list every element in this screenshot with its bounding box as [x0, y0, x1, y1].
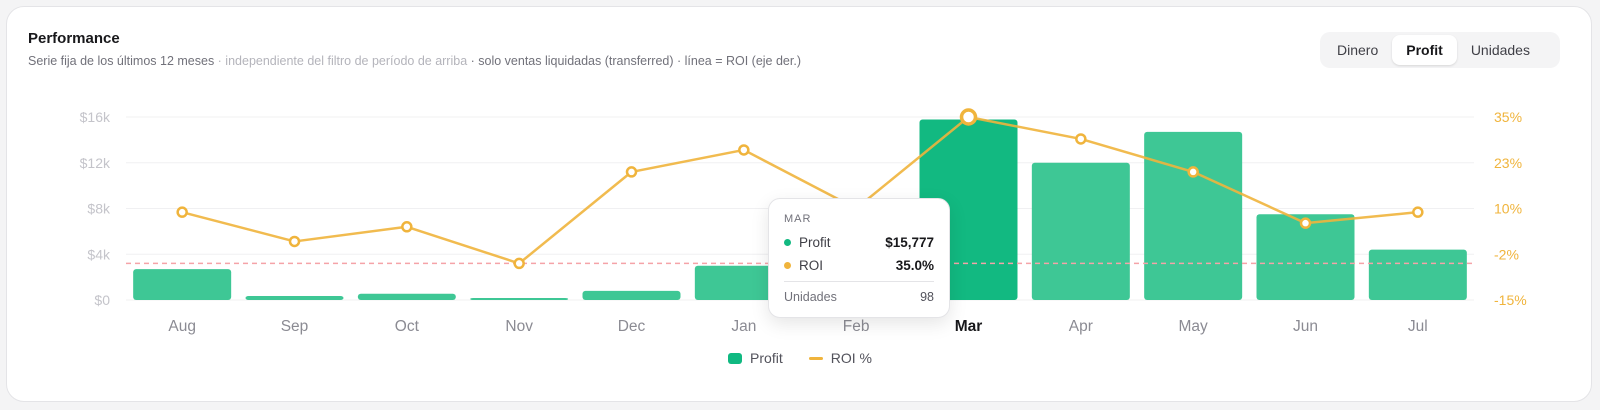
subtitle-part-a: Serie fija de los últimos 12 meses: [28, 54, 215, 68]
roi-line: [181, 115, 1418, 265]
chart-tooltip: MAR Profit $15,777 ROI 35.0% Unidades 98: [768, 198, 950, 318]
subtitle-part-b: · independiente del filtro de período de…: [214, 54, 468, 68]
tooltip-roi-dot: [784, 262, 791, 269]
y-right-tick-label: 23%: [1494, 155, 1522, 171]
toggle-unidades[interactable]: Unidades: [1470, 42, 1530, 58]
legend-swatch-roi: [808, 356, 823, 360]
x-tick-label: Jun: [1293, 318, 1318, 335]
y-right-tick-label: -15%: [1494, 292, 1527, 308]
y-right-tick-label: -2%: [1494, 246, 1519, 262]
legend-label-profit: Profit: [750, 350, 783, 366]
chart-legend: Profit ROI %: [0, 350, 1600, 366]
tooltip-row-profit: Profit $15,777: [784, 235, 934, 250]
tooltip-row-units: Unidades 98: [784, 290, 934, 304]
x-tick-label: Mar: [955, 318, 983, 335]
tooltip-units-label: Unidades: [784, 290, 837, 304]
roi-point: [625, 166, 638, 178]
roi-point: [738, 144, 750, 156]
x-tick-label: May: [1179, 318, 1209, 335]
y-right-tick-label: 35%: [1494, 109, 1522, 125]
legend-item-roi[interactable]: ROI %: [808, 350, 872, 366]
y-left-tick-label: $16k: [80, 109, 111, 125]
profit-bar: [1368, 249, 1467, 300]
toggle-dinero[interactable]: Dinero: [1337, 42, 1379, 58]
y-left-tick-label: $12k: [80, 155, 111, 171]
roi-point: [1075, 133, 1087, 145]
tooltip-profit-value: $15,777: [885, 235, 934, 250]
card-subtitle: Serie fija de los últimos 12 meses · ind…: [28, 54, 801, 68]
roi-point: [176, 206, 188, 218]
legend-item-profit[interactable]: Profit: [728, 350, 783, 366]
profit-bar: [582, 290, 681, 300]
card-title: Performance: [28, 30, 120, 47]
roi-point: [959, 108, 978, 126]
tooltip-row-roi: ROI 35.0%: [784, 258, 934, 273]
roi-point: [288, 235, 301, 248]
legend-label-roi: ROI %: [830, 350, 872, 366]
x-tick-label: Sep: [281, 318, 309, 335]
roi-point: [1412, 206, 1424, 218]
roi-point: [1187, 166, 1199, 178]
legend-swatch-profit: [728, 352, 743, 364]
profit-bar: [133, 269, 232, 300]
y-left-tick-label: $8k: [87, 201, 111, 217]
tooltip-divider: [784, 281, 934, 282]
toggle-profit[interactable]: Profit: [1392, 35, 1457, 65]
x-tick-label: Aug: [168, 318, 196, 335]
y-right-tick-label: 10%: [1494, 201, 1522, 217]
profit-bar: [357, 293, 456, 300]
profit-bar: [1031, 162, 1130, 300]
y-left-tick-label: $4k: [87, 246, 111, 262]
x-tick-label: Nov: [505, 318, 533, 335]
x-tick-label: Apr: [1069, 318, 1093, 335]
profit-bar: [1256, 214, 1355, 300]
tooltip-profit-dot: [784, 239, 791, 246]
roi-point: [401, 221, 413, 233]
roi-point: [1299, 217, 1312, 229]
profit-bar: [470, 298, 569, 300]
roi-point: [513, 257, 525, 270]
metric-toggle: Dinero Profit Unidades: [1320, 32, 1560, 68]
profit-bar: [1144, 131, 1243, 300]
x-tick-label: Jul: [1408, 318, 1428, 335]
profit-bar: [245, 295, 344, 300]
tooltip-month: MAR: [784, 213, 812, 225]
tooltip-units-value: 98: [920, 290, 934, 304]
tooltip-profit-label: Profit: [799, 235, 831, 250]
x-tick-label: Jan: [731, 318, 756, 335]
y-left-tick-label: $0: [94, 292, 110, 308]
tooltip-roi-value: 35.0%: [895, 258, 934, 273]
x-tick-label: Feb: [843, 318, 870, 335]
x-tick-label: Dec: [618, 318, 646, 335]
x-tick-label: Oct: [395, 318, 420, 335]
tooltip-roi-label: ROI: [799, 258, 824, 273]
subtitle-part-c: · solo ventas liquidadas (transferred) ·…: [467, 54, 801, 68]
